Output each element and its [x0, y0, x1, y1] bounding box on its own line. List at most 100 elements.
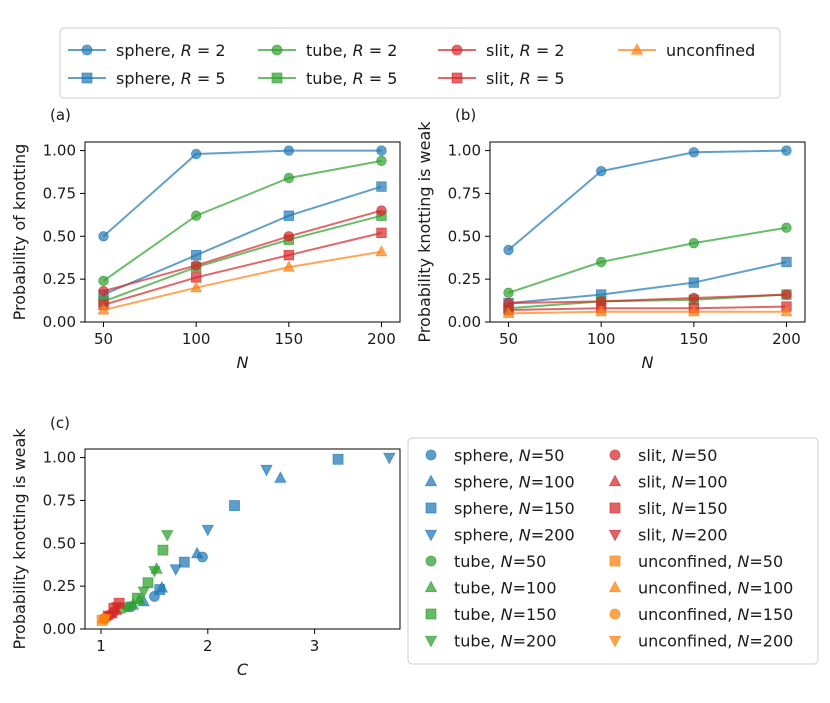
scatter-point — [154, 584, 166, 595]
scatter-legend-label: sphere, N=200 — [454, 526, 575, 545]
x-tick-label: 1 — [96, 637, 106, 655]
scatter-point — [148, 566, 161, 578]
panel-label-a: (a) — [50, 106, 71, 124]
data-point — [376, 205, 387, 216]
scatter-legend-marker — [424, 529, 438, 542]
scatter-legend-marker — [609, 555, 621, 567]
x-tick-label: 2 — [203, 637, 213, 655]
data-point — [190, 272, 202, 283]
y-tick-label: 1.00 — [448, 142, 481, 160]
data-point — [595, 165, 607, 177]
scatter-legend-label: unconfined, N=100 — [638, 579, 793, 598]
data-point — [595, 256, 607, 268]
panel-label-c: (c) — [50, 414, 70, 432]
top-legend-marker — [81, 44, 93, 56]
scatter-legend-marker — [425, 608, 437, 620]
data-point — [283, 249, 295, 261]
data-point — [781, 256, 792, 268]
scatter-legend-label: slit, N=100 — [638, 473, 728, 492]
scatter-legend-marker — [424, 635, 438, 648]
series-line — [508, 305, 787, 311]
y-tick-label: 1.00 — [43, 449, 76, 467]
x-tick-label: 200 — [367, 330, 396, 348]
scatter-point — [110, 602, 124, 614]
data-point — [688, 292, 700, 304]
data-point — [781, 222, 792, 233]
series-line — [507, 149, 787, 251]
data-point — [190, 281, 203, 293]
scatter-point — [142, 577, 154, 589]
series-line — [103, 214, 382, 303]
scatter-point — [137, 586, 150, 599]
scatter-legend-label: unconfined, N=50 — [638, 552, 783, 571]
scatter-point — [178, 556, 190, 568]
panel-label-b: (b) — [455, 106, 476, 124]
series-line — [508, 293, 787, 305]
series-line — [102, 149, 382, 238]
y-tick-label: 1.00 — [43, 142, 76, 160]
panel-c: 1 2 3 0.00 0.25 0.50 0.75 1.00 C Probability knot… — [10, 428, 401, 679]
scatter-legend-marker — [425, 555, 437, 567]
scatter-legend-marker — [608, 474, 622, 487]
plot-frame — [84, 141, 401, 323]
plot-frame — [84, 448, 401, 630]
y-axis-label: Probability knotting is weak — [10, 428, 29, 650]
y-tick-label: 0.00 — [43, 313, 76, 331]
data-point — [781, 145, 792, 156]
y-axis-label: Probability knotting is weak — [415, 121, 434, 343]
data-point — [688, 147, 700, 158]
scatter-legend-label: sphere, N=150 — [454, 499, 575, 518]
scatter-legend-label: sphere, N=50 — [454, 446, 564, 465]
x-axis-label: N — [237, 353, 249, 372]
data-point — [283, 172, 295, 184]
y-tick-label: 0.00 — [43, 620, 76, 638]
scatter-legend-label: unconfined, N=150 — [638, 605, 793, 624]
y-tick-label: 0.50 — [43, 534, 76, 552]
scatter-point — [332, 453, 344, 465]
top-legend-marker — [81, 72, 93, 84]
data-point — [190, 148, 202, 160]
series-line — [103, 231, 382, 306]
top-legend-marker — [271, 72, 283, 84]
scatter-legend-label: slit, N=200 — [638, 526, 728, 545]
scatter-legend-label: tube, N=200 — [454, 632, 557, 651]
scatter-legend-marker — [608, 529, 622, 542]
scatter-point — [161, 530, 174, 542]
scatter-legend-label: sphere, N=100 — [454, 473, 575, 492]
top-legend-marker — [630, 43, 644, 55]
scatter-point — [131, 592, 143, 604]
scatter-legend-marker — [608, 580, 622, 593]
top-legend-label: tube, R = 2 — [306, 41, 397, 60]
scatter-legend-marker — [609, 449, 621, 461]
x-tick-label: 50 — [499, 330, 518, 348]
scatter-legend-label: slit, N=50 — [638, 446, 717, 465]
data-point — [376, 145, 387, 156]
scatter-legend-label: tube, N=50 — [454, 552, 546, 571]
y-tick-label: 0.25 — [43, 270, 76, 288]
y-tick-label: 0.75 — [43, 491, 76, 509]
scatter-legend-marker — [425, 449, 437, 461]
y-tick-label: 0.75 — [448, 184, 481, 202]
data-point — [283, 145, 295, 156]
plot-frame — [489, 141, 806, 323]
top-legend-label: sphere, R = 5 — [116, 69, 226, 88]
series-line — [102, 159, 382, 282]
scatter-point — [260, 464, 273, 477]
scatter-legend-marker — [608, 635, 622, 648]
top-legend-label: sphere, R = 2 — [116, 41, 226, 60]
top-legend-label: unconfined — [666, 41, 755, 60]
data-point — [780, 305, 793, 317]
x-tick-label: 150 — [680, 330, 709, 348]
y-tick-label: 0.00 — [448, 313, 481, 331]
scatter-legend-marker — [609, 502, 621, 514]
data-point — [190, 210, 202, 221]
data-point — [375, 245, 388, 257]
scatter-legend-marker — [609, 608, 621, 620]
scatter-legend-label: tube, N=100 — [454, 579, 557, 598]
data-point — [376, 155, 387, 167]
x-tick-label: 100 — [587, 330, 616, 348]
data-point — [688, 277, 700, 288]
x-tick-label: 3 — [310, 637, 320, 655]
data-point — [282, 260, 295, 272]
